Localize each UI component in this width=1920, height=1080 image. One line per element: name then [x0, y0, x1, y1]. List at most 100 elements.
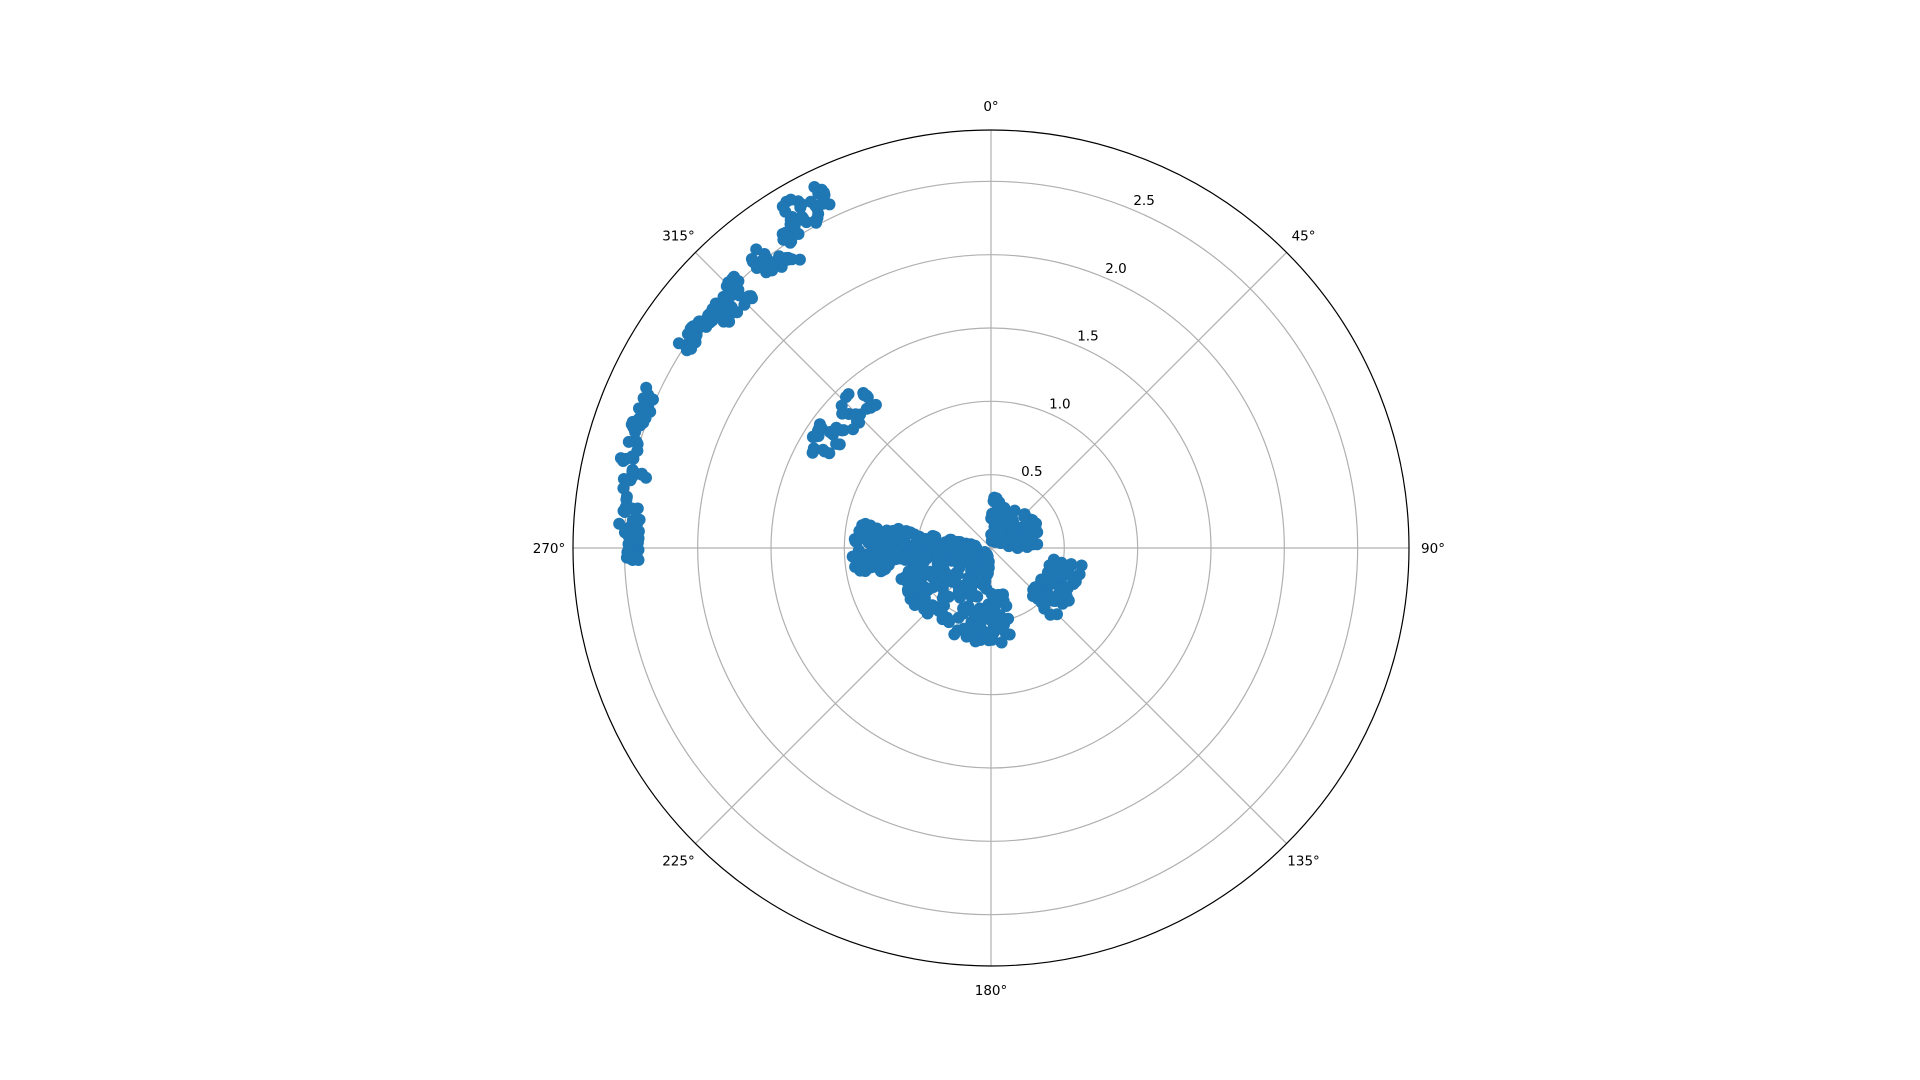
scatter-point	[646, 393, 659, 406]
polar-frame	[572, 129, 1410, 967]
scatter-point	[613, 517, 626, 530]
scatter-point	[868, 535, 881, 548]
scatter-point	[922, 536, 935, 549]
scatter-point	[957, 607, 970, 620]
scatter-point	[985, 628, 998, 641]
scatter-point	[692, 319, 704, 332]
scatter-point	[880, 524, 893, 537]
scatter-point	[726, 272, 739, 285]
scatter-point	[1057, 570, 1070, 582]
scatter-point	[689, 332, 702, 344]
scatter-point	[631, 444, 644, 457]
scatter-point	[618, 506, 631, 518]
theta-tick-label: 0°	[983, 99, 998, 115]
scatter-point	[640, 471, 652, 484]
scatter-point	[942, 616, 955, 629]
scatter-point	[784, 193, 797, 206]
scatter-point	[921, 607, 934, 620]
scatter-point	[988, 520, 1001, 533]
scatter-point	[1000, 600, 1013, 612]
scatter-point	[995, 636, 1008, 649]
scatter-point	[849, 408, 862, 421]
scatter-point	[994, 609, 1006, 622]
scatter-point	[880, 534, 893, 547]
scatter-point	[866, 400, 879, 413]
scatter-point	[948, 628, 961, 641]
theta-tick-label: 45°	[1292, 228, 1316, 244]
scatter-point	[685, 342, 698, 355]
scatter-point	[997, 512, 1009, 524]
scatter-point	[947, 554, 960, 567]
scatter-point	[931, 558, 944, 570]
scatter-points	[613, 181, 1088, 649]
r-tick-label: 1.0	[1049, 396, 1070, 412]
theta-tick-label: 225°	[662, 854, 695, 870]
theta-tick-label: 135°	[1287, 854, 1320, 870]
r-tick-label: 2.5	[1133, 193, 1154, 209]
scatter-point	[958, 555, 971, 568]
scatter-point	[672, 337, 685, 350]
scatter-point	[705, 305, 718, 318]
scatter-point	[750, 243, 763, 256]
scatter-point	[854, 531, 867, 544]
scatter-point	[806, 446, 819, 459]
scatter-point	[1024, 522, 1037, 535]
scatter-point	[1073, 568, 1086, 581]
scatter-point	[941, 568, 954, 581]
scatter-point	[1065, 558, 1078, 571]
scatter-point	[874, 555, 887, 568]
scatter-point	[936, 607, 948, 620]
r-tick-label: 0.5	[1021, 464, 1042, 480]
scatter-point	[969, 635, 982, 648]
scatter-point	[1020, 540, 1033, 553]
theta-tick-label: 180°	[975, 983, 1008, 999]
scatter-point	[906, 579, 919, 592]
r-tick-label: 2.0	[1105, 261, 1126, 277]
scatter-point	[833, 438, 846, 451]
scatter-point	[975, 615, 988, 628]
scatter-point	[903, 526, 916, 539]
scatter-point	[817, 443, 829, 456]
scatter-point	[860, 389, 873, 402]
scatter-point	[626, 418, 639, 431]
scatter-point	[959, 580, 972, 593]
scatter-point	[633, 402, 645, 415]
scatter-point	[781, 253, 794, 266]
theta-gridline	[990, 252, 1287, 549]
scatter-point	[795, 198, 808, 211]
scatter-point	[888, 545, 901, 558]
axis-labels: 0.5 1.0 1.5 2.0 2.5 0° 45° 90° 135° 180° 225° 270° 3…	[533, 99, 1445, 999]
scatter-point	[765, 256, 778, 269]
theta-tick-label: 90°	[1421, 541, 1445, 557]
theta-tick-label: 270°	[533, 541, 566, 557]
scatter-point	[721, 300, 734, 313]
scatter-point	[626, 554, 639, 566]
scatter-point	[932, 544, 945, 557]
scatter-point	[793, 253, 806, 266]
scatter-point	[1044, 608, 1057, 621]
scatter-point	[777, 233, 790, 246]
scatter-point	[908, 540, 921, 553]
r-tick-label: 1.5	[1077, 329, 1098, 345]
scatter-point	[809, 430, 822, 443]
scatter-point	[981, 548, 993, 561]
scatter-point	[750, 262, 763, 274]
theta-tick-label: 315°	[662, 228, 695, 244]
scatter-point	[626, 514, 639, 527]
scatter-point	[1044, 576, 1057, 589]
polar-grid	[572, 129, 1410, 967]
scatter-point	[738, 298, 751, 311]
scatter-point	[854, 564, 867, 577]
scatter-point	[792, 228, 805, 240]
scatter-point	[624, 474, 637, 487]
scatter-point	[628, 504, 641, 517]
scatter-point	[960, 630, 973, 643]
scatter-point	[970, 590, 983, 603]
scatter-point	[1030, 538, 1043, 551]
scatter-point	[930, 578, 943, 591]
scatter-point	[910, 562, 923, 574]
scatter-point	[842, 388, 855, 401]
scatter-point	[1029, 589, 1042, 602]
scatter-point	[1060, 590, 1073, 603]
